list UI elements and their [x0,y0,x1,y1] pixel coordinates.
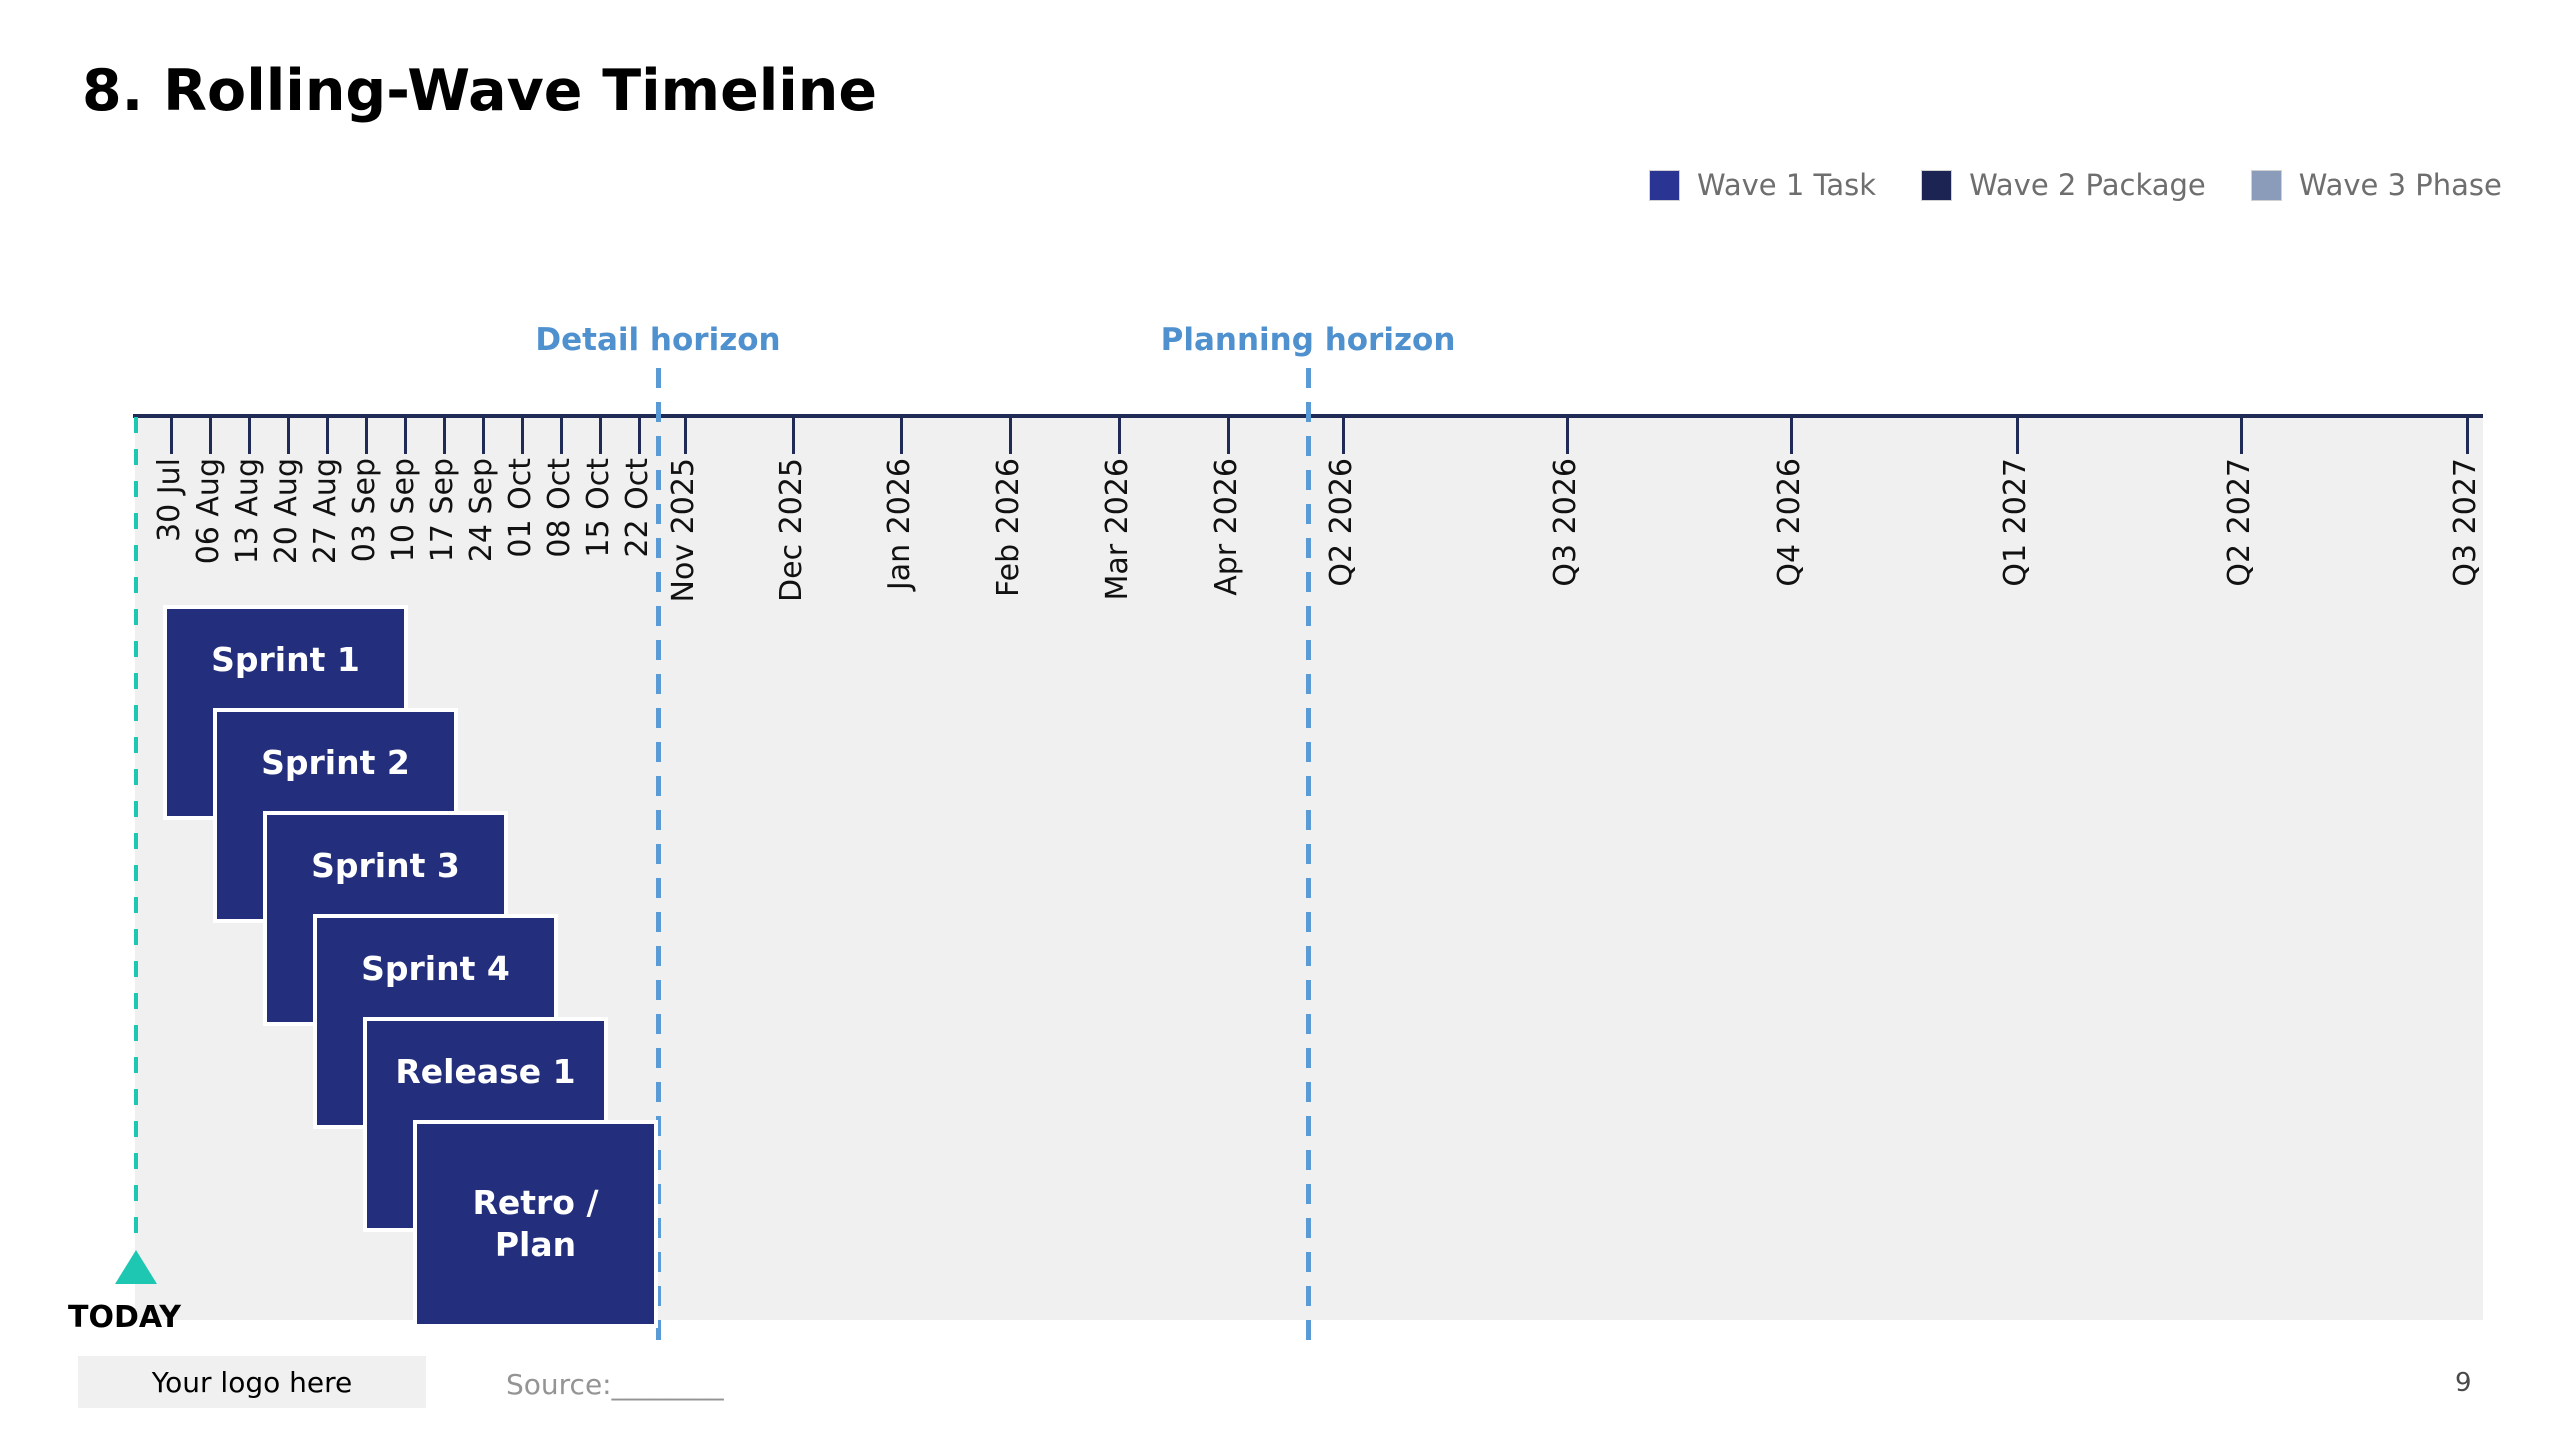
axis-tick [684,418,687,454]
axis-tick [170,418,173,454]
horizon-label: Planning horizon [1160,322,1456,358]
axis-tick-label: Mar 2026 [1100,458,1135,601]
task-bar-label: Sprint 3 [311,846,460,885]
legend-item: Wave 1 Task [1650,168,1876,202]
legend-item: Wave 3 Phase [2251,168,2502,202]
axis-tick [1342,418,1345,454]
axis-tick [1566,418,1569,454]
axis-tick-label: Feb 2026 [991,458,1026,597]
legend-label: Wave 2 Package [1969,168,2206,202]
task-bar-label: Sprint 1 [211,640,360,679]
axis-tick-label: 20 Aug [269,458,304,565]
page-title: 8. Rolling-Wave Timeline [82,58,878,124]
axis-tick [248,418,251,454]
horizon-line [1306,368,1311,1340]
axis-tick-label: 10 Sep [386,458,421,563]
task-bar-label: Retro / Plan [472,1183,599,1264]
axis-tick [287,418,290,454]
axis-tick [2466,418,2469,454]
axis-tick [521,418,524,454]
axis-tick-label: Apr 2026 [1209,458,1244,596]
axis-tick [365,418,368,454]
logo-placeholder: Your logo here [78,1356,426,1408]
horizon-label: Detail horizon [535,322,781,358]
source-text: Source:________ [506,1368,724,1401]
legend: Wave 1 Task Wave 2 Package Wave 3 Phase [1650,168,2502,202]
axis-tick-label: 22 Oct [620,458,655,558]
axis-tick [900,418,903,454]
axis-tick-label: 06 Aug [191,458,226,565]
today-label: TODAY [68,1300,181,1335]
today-line [134,417,138,1245]
axis-tick-label: 17 Sep [425,458,460,563]
axis-tick-label: 13 Aug [230,458,265,565]
task-bar: Retro / Plan [413,1120,658,1328]
axis-tick [404,418,407,454]
axis-tick [1118,418,1121,454]
axis-tick-label: 01 Oct [503,458,538,558]
axis-tick-label: 08 Oct [542,458,577,558]
axis-tick [443,418,446,454]
legend-swatch-icon [1650,170,1679,200]
axis-tick [482,418,485,454]
axis-tick [560,418,563,454]
axis-tick [792,418,795,454]
axis-tick [1009,418,1012,454]
axis-tick [1227,418,1230,454]
legend-label: Wave 1 Task [1697,168,1877,202]
legend-label: Wave 3 Phase [2298,168,2502,202]
page-number: 9 [2455,1368,2472,1398]
axis-tick [638,418,641,454]
task-bar-label: Sprint 4 [361,949,510,988]
axis-tick-label: 27 Aug [308,458,343,565]
axis-tick-label: 15 Oct [581,458,616,558]
axis-tick [1790,418,1793,454]
axis-tick-label: 03 Sep [347,458,382,563]
axis-tick-label: 24 Sep [464,458,499,563]
axis-tick-label: Q3 2027 [2448,458,2483,587]
axis-tick-label: 30 Jul [152,458,187,542]
horizon-line [656,368,661,1340]
axis-tick-label: Jan 2026 [882,458,917,591]
axis-tick-label: Dec 2025 [774,458,809,602]
axis-tick-label: Q4 2026 [1772,458,1807,587]
task-bar-label: Sprint 2 [261,743,410,782]
axis-tick-label: Q3 2026 [1548,458,1583,587]
logo-placeholder-text: Your logo here [151,1365,353,1399]
legend-swatch-icon [1922,170,1952,200]
axis-tick [2016,418,2019,454]
task-bar-label: Release 1 [395,1052,576,1091]
axis-tick [2240,418,2243,454]
axis-tick [326,418,329,454]
axis-tick [209,418,212,454]
legend-item: Wave 2 Package [1922,168,2206,202]
axis-tick-label: Q2 2026 [1324,458,1359,587]
axis-tick-label: Q2 2027 [2222,458,2257,587]
axis-tick [599,418,602,454]
legend-swatch-icon [2251,170,2281,200]
today-marker-icon [115,1250,157,1284]
axis-tick-label: Q1 2027 [1998,458,2033,587]
axis-tick-label: Nov 2025 [666,458,701,603]
